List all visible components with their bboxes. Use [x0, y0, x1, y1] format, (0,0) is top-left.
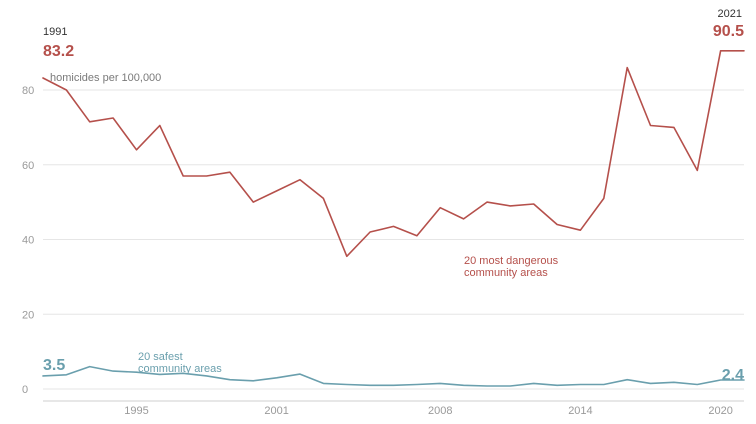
start-safest-value: 3.5: [43, 357, 65, 374]
start-dangerous-value: 83.2: [43, 43, 74, 60]
y-axis-unit-label: homicides per 100,000: [50, 72, 161, 84]
y-tick-label-20: 20: [22, 309, 34, 321]
start-year-label: 1991: [43, 26, 67, 38]
y-tick-label-60: 60: [22, 160, 34, 172]
series-line-dangerous: [42, 49, 745, 258]
series-line-safest: [42, 365, 745, 387]
y-tick-labels: 0 20 40 60 80: [22, 85, 34, 396]
x-tick-label-2001: 2001: [264, 405, 288, 417]
grid-lines: [43, 89, 744, 402]
series-lines: [42, 49, 745, 387]
y-tick-label-40: 40: [22, 235, 34, 247]
dangerous-series-label-line1: 20 most dangerous: [464, 255, 559, 267]
x-tick-label-2020: 2020: [708, 405, 732, 417]
x-tick-label-2014: 2014: [568, 405, 592, 417]
x-tick-labels: 1995 2001 2008 2014 2020: [124, 405, 733, 417]
x-tick-label-1995: 1995: [124, 405, 148, 417]
end-year-label: 2021: [718, 8, 742, 20]
safest-series-label-line2: community areas: [138, 363, 222, 375]
end-dangerous-value: 90.5: [713, 23, 744, 40]
safest-series-label-line1: 20 safest: [138, 351, 183, 363]
y-tick-label-80: 80: [22, 85, 34, 97]
y-tick-label-0: 0: [22, 384, 28, 396]
dangerous-series-label-line2: community areas: [464, 267, 548, 279]
x-tick-label-2008: 2008: [428, 405, 452, 417]
end-safest-value: 2.4: [722, 367, 744, 384]
